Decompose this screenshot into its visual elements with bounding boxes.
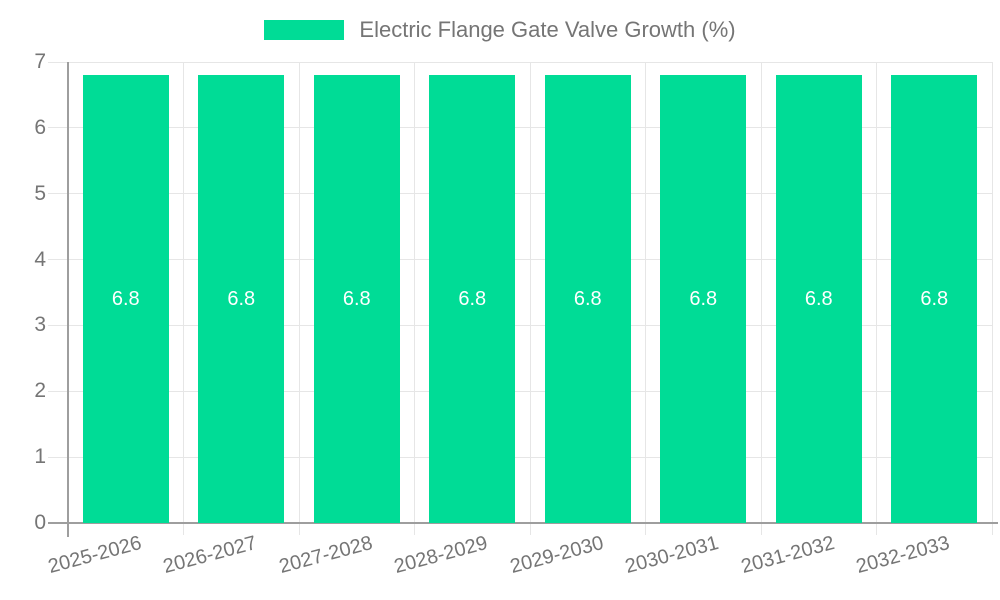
y-tick-label: 1	[34, 445, 46, 469]
h-gridline	[48, 127, 992, 129]
h-gridline	[48, 456, 992, 458]
v-gridline	[645, 62, 646, 523]
v-gridline	[414, 62, 415, 523]
y-axis-line	[67, 62, 69, 537]
h-gridline	[48, 193, 992, 195]
bar-value-label: 6.8	[689, 288, 718, 311]
x-tick	[414, 523, 415, 535]
bar-value-label: 6.8	[458, 288, 487, 311]
y-tick-label: 4	[34, 247, 46, 271]
bar-value-label: 6.8	[920, 288, 949, 311]
bar-value-label: 6.8	[573, 288, 602, 311]
v-gridline	[298, 62, 300, 523]
x-tick	[760, 523, 762, 535]
h-gridline	[48, 390, 992, 392]
bar-value-label: 6.8	[342, 288, 371, 311]
bar-2032-2033	[891, 75, 978, 523]
y-tick-label: 5	[34, 181, 46, 205]
bar-2026-2027	[198, 75, 285, 523]
y-tick-label: 0	[34, 511, 46, 534]
bar-2025-2026	[82, 75, 169, 523]
bar-2028-2029	[429, 75, 516, 523]
bar-2029-2030	[544, 75, 631, 523]
legend-swatch	[264, 20, 345, 40]
h-gridline	[48, 61, 992, 63]
bar-value-label: 6.8	[227, 288, 256, 311]
v-gridline	[183, 62, 184, 523]
y-tick-label: 2	[34, 379, 46, 403]
h-gridline	[48, 259, 992, 261]
bar-value-label: 6.8	[111, 288, 140, 311]
x-tick	[645, 523, 646, 535]
v-gridline	[760, 62, 762, 523]
x-tick	[876, 523, 877, 535]
y-tick-label: 7	[34, 50, 46, 73]
v-gridline	[876, 62, 877, 523]
y-tick-label: 6	[34, 115, 46, 139]
bar-2030-2031	[660, 75, 747, 523]
legend: Electric Flange Gate Valve Growth (%)	[0, 16, 1000, 44]
h-gridline	[48, 324, 992, 326]
x-tick	[529, 523, 531, 535]
bar-value-label: 6.8	[804, 288, 833, 311]
y-tick-label: 3	[34, 313, 46, 337]
v-gridline	[529, 62, 531, 523]
x-tick	[991, 523, 993, 535]
x-tick	[298, 523, 300, 535]
bar-2031-2032	[775, 75, 862, 523]
x-tick	[183, 523, 184, 535]
x-axis-line	[48, 522, 998, 524]
legend-label: Electric Flange Gate Valve Growth (%)	[359, 17, 736, 42]
bar-2027-2028	[313, 75, 400, 523]
v-gridline	[991, 62, 993, 523]
